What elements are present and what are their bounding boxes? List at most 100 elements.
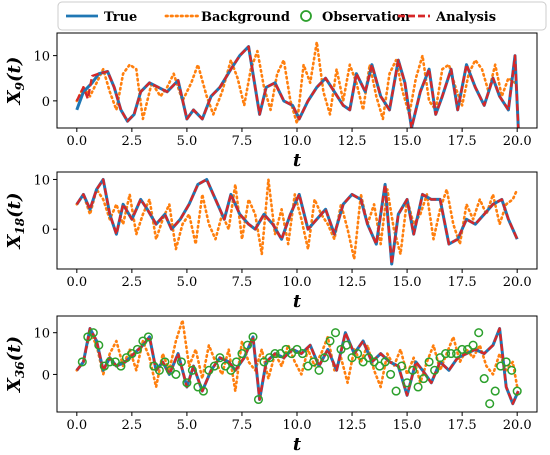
y-axis-label-suffix: (t) [4,57,25,82]
y-axis-label-sub: 36 [13,361,27,378]
x-axis-label: t [293,434,302,455]
plot-area [75,178,519,266]
observation-point [457,344,467,354]
x-axis-label: t [293,150,302,171]
observation-point [413,382,423,392]
panel-3: 0.0 2.5 5.0 7.5 10.0 12.5 15.0 17.5 20.0 0 10 t X36(… [4,315,538,455]
observation-point [441,349,451,359]
x-tick-label: 20.0 [503,275,532,290]
x-tick-label: 2.5 [122,134,143,149]
observation-point [341,340,352,350]
observation-point [419,374,429,384]
x-tick-label: 0.0 [66,418,87,433]
plot-area [75,318,522,409]
observation-point [176,357,186,367]
series-analysis [75,45,520,128]
legend-label-background: Background [201,10,290,25]
observation-point [308,357,319,367]
panel-2: 0.0 2.5 5.0 7.5 10.0 12.5 15.0 17.5 20.0 0 10 t X18(… [4,171,538,312]
observation-point [353,349,363,359]
series-analysis [75,178,519,266]
observation-point [242,340,253,350]
observation-point [182,378,192,388]
observation-point [88,328,98,338]
x-tick-label: 5.0 [177,134,198,149]
observation-point [297,349,308,359]
observation-point [430,365,440,375]
observation-point [391,386,401,396]
observation-point [226,365,236,375]
y-axis-label-main: X [4,89,25,105]
x-tick-label: 20.0 [503,418,532,433]
observation-point [490,386,500,396]
legend-frame [57,1,547,31]
observation-point [507,365,517,375]
x-tick-label: 15.0 [393,275,422,290]
observation-point [110,357,120,367]
observation-point [380,357,390,367]
x-tick-label: 20.0 [503,134,532,149]
x-tick-label: 17.5 [448,418,477,433]
y-axis-label-sub: 9 [13,81,27,90]
y-tick-label: 10 [33,50,50,65]
observation-point [94,340,104,350]
x-tick-label: 7.5 [232,134,253,149]
observation-point [231,357,241,367]
observation-point [397,361,407,371]
observation-point [501,357,511,367]
observation-point [132,344,142,354]
observation-point [160,357,170,367]
x-tick-label: 5.0 [177,275,198,290]
y-tick-label: 0 [42,368,50,383]
observation-point [253,394,264,405]
observation-point [485,399,495,409]
x-tick-label: 7.5 [232,418,253,433]
observation-point [474,328,484,338]
observation-point [270,349,280,359]
observation-point [77,357,87,367]
x-tick-label: 7.5 [232,275,253,290]
y-axis-label-main: X [4,377,25,393]
x-tick-label: 10.0 [283,418,312,433]
observation-point [143,332,153,342]
observation-point [198,386,208,396]
panel-1: 0.0 2.5 5.0 7.5 10.0 12.5 15.0 17.5 20.0 0 10 t X9(t… [4,32,538,171]
x-tick-label: 17.5 [448,134,477,149]
legend-label-true: True [104,10,137,25]
observation-point [314,365,324,375]
series-background [75,40,517,125]
observation-point [408,365,418,375]
observation-point [325,336,335,346]
legend: True Background Observation Analysis [57,1,547,31]
y-tick-label: 10 [33,173,50,188]
x-tick-label: 12.5 [338,418,367,433]
y-tick-label: 10 [33,327,50,342]
observation-point [209,361,219,371]
y-axis-label: X18(t) [4,192,27,249]
observation-point [402,378,412,388]
y-axis-label: X36(t) [4,336,27,393]
x-tick-label: 2.5 [122,275,143,290]
observation-point [512,386,522,396]
observation-point [468,340,478,350]
observation-point [479,374,489,384]
y-tick-label: 0 [42,95,50,110]
observation-point [187,365,197,375]
y-axis-label-main: X [4,234,25,250]
y-axis-label: X9(t) [4,57,27,106]
observation-point [105,357,115,367]
y-axis-label-suffix: (t) [4,336,25,361]
observation-point [116,361,126,371]
legend-swatch-observation [300,10,312,22]
series-background [75,178,519,261]
legend-label-analysis: Analysis [435,10,496,25]
series-background [75,318,519,393]
x-tick-label: 15.0 [393,418,422,433]
observation-point [386,369,396,379]
y-axis-label-sub: 18 [13,217,27,234]
series-true [75,178,519,266]
y-axis-label-suffix: (t) [4,192,25,217]
x-tick-label: 10.0 [283,134,312,149]
x-tick-label: 15.0 [393,134,422,149]
